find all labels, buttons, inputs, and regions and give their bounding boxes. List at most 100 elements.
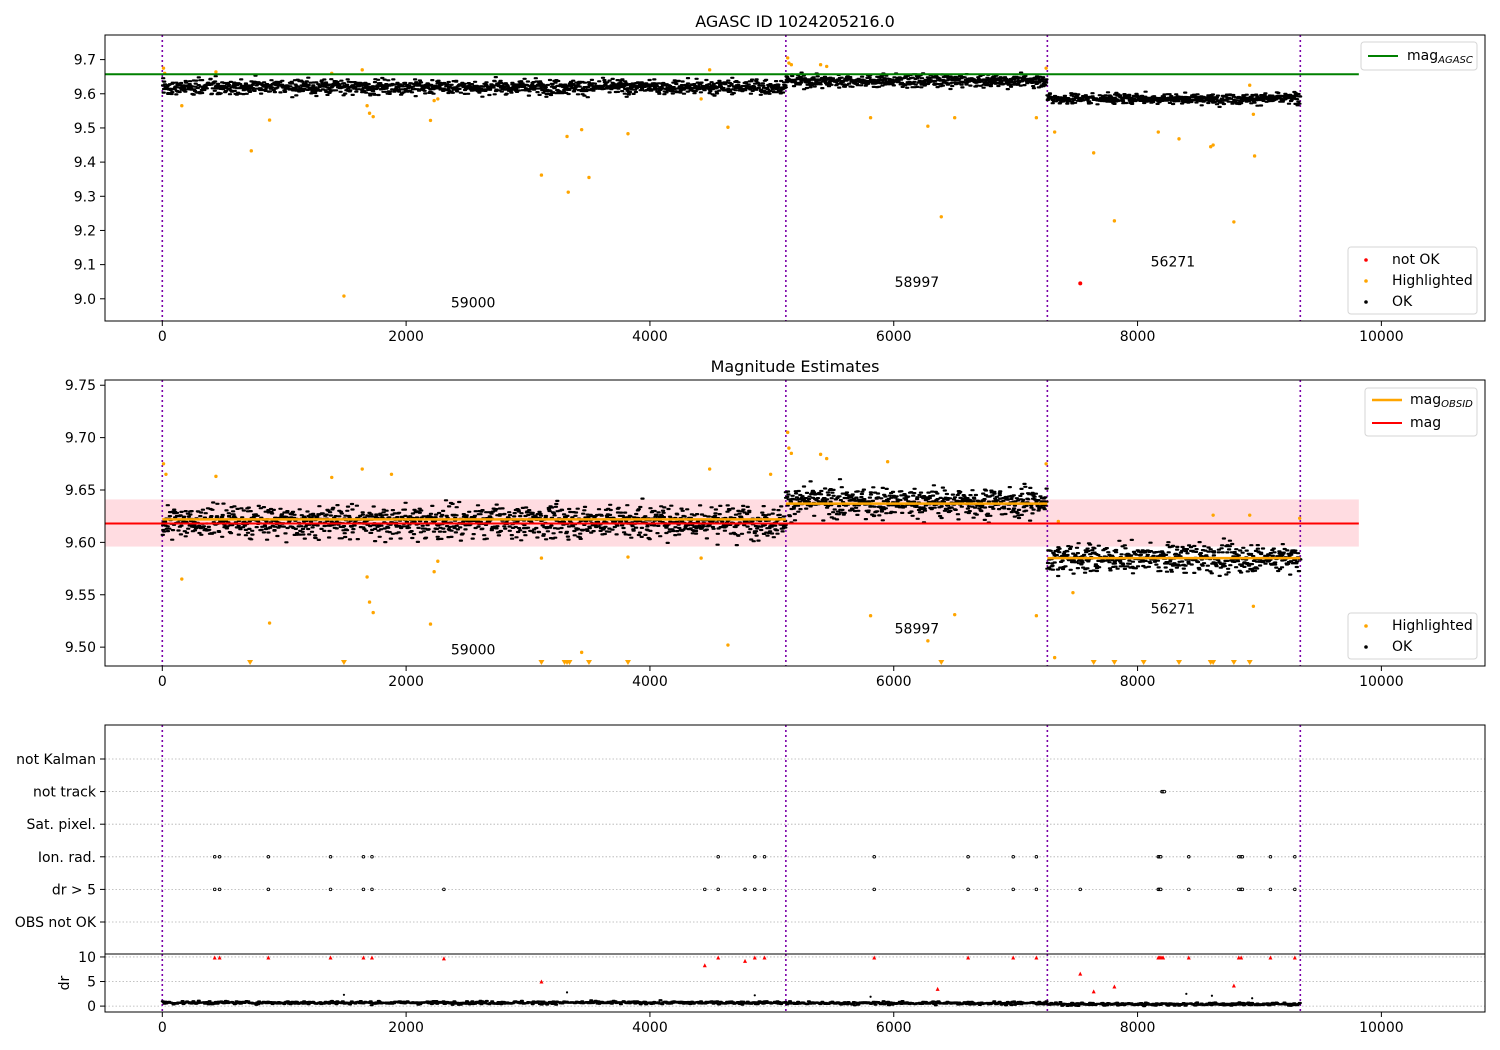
flag-point xyxy=(1162,789,1167,794)
y-tick-label: 9.4 xyxy=(74,155,96,171)
flag-point xyxy=(1268,887,1273,892)
flag-point xyxy=(966,855,970,859)
dr-red-marker xyxy=(441,956,446,961)
clipped-point-marker xyxy=(624,660,631,665)
x-tick-label: 0 xyxy=(158,674,167,690)
dr-red-marker xyxy=(702,963,707,968)
dr-red-marker xyxy=(1078,971,1083,976)
legend-ok-label: OK xyxy=(1392,294,1413,310)
y-tick-label: 10 xyxy=(78,950,96,966)
legend-notok-marker xyxy=(1364,258,1368,262)
x-tick-label: 6000 xyxy=(876,1020,912,1036)
flag-point xyxy=(716,887,720,892)
highlighted-point xyxy=(1251,112,1256,116)
dr-axis-label: dr xyxy=(57,975,73,990)
highlighted-point xyxy=(1044,66,1048,70)
clipped-point-marker xyxy=(566,660,573,665)
flag-point xyxy=(266,855,271,859)
highlighted-point xyxy=(267,621,272,625)
highlighted-point xyxy=(1252,154,1257,158)
dr-red-marker xyxy=(1034,955,1039,960)
flag-point xyxy=(753,855,757,859)
dr-panel-frame xyxy=(104,953,1486,1013)
top-panel-axes: 0 2000 4000 6000 8000 10000 9.0 9.1 9.2 9.3 9.4 9.5… xyxy=(74,53,1404,345)
obsid-label: 56271 xyxy=(1151,254,1196,270)
highlighted-point xyxy=(626,555,630,559)
middle-panel-axes: 0 2000 4000 6000 8000 10000 9.50 9.55 9.60 9.65 9.… xyxy=(65,378,1404,690)
y-tick-label: 9.6 xyxy=(74,87,96,103)
highlighted-point xyxy=(1052,655,1057,660)
flag-point xyxy=(1034,887,1039,892)
highlighted-point xyxy=(365,104,369,108)
flag-point xyxy=(212,887,217,892)
x-tick-label: 6000 xyxy=(876,674,912,690)
flag-point xyxy=(703,887,707,892)
legend-mid-ok-marker xyxy=(1364,645,1368,649)
flag-point xyxy=(1078,887,1083,892)
clipped-point-marker xyxy=(1210,660,1217,665)
highlighted-point xyxy=(1091,151,1096,155)
dr-red-marker xyxy=(328,955,333,960)
highlighted-point xyxy=(785,430,790,435)
clipped-point-marker xyxy=(340,660,347,665)
clipped-point-marker xyxy=(585,660,592,665)
highlighted-point xyxy=(428,622,433,626)
obsid-label: 56271 xyxy=(1151,602,1196,618)
y-tick-label: 9.60 xyxy=(65,535,96,551)
flag-category-label: not track xyxy=(33,785,97,801)
highlighted-point xyxy=(164,472,168,476)
highlighted-point xyxy=(565,134,569,139)
highlighted-point xyxy=(579,127,584,132)
highlighted-point xyxy=(389,472,394,476)
highlighted-point xyxy=(1297,516,1302,520)
highlighted-point xyxy=(868,614,873,618)
flag-point xyxy=(1011,855,1015,859)
middle-panel-frame xyxy=(104,379,1486,667)
top-panel: AGASC ID 1024205216.0 59000 58997 56271 0 2… xyxy=(74,12,1486,345)
highlighted-point xyxy=(785,56,790,60)
x-tick-label: 4000 xyxy=(632,1020,668,1036)
highlighted-point xyxy=(699,97,703,101)
flag-category-label: Sat. pixel. xyxy=(27,817,96,833)
dr-red-marker xyxy=(266,955,271,960)
clipped-point-marker xyxy=(1230,660,1237,665)
dr-point xyxy=(869,995,872,998)
obsid-label: 58997 xyxy=(895,622,940,638)
x-tick-label: 2000 xyxy=(388,674,424,690)
dr-red-marker xyxy=(872,955,877,960)
highlighted-point xyxy=(868,115,873,120)
dr-red-marker xyxy=(1239,955,1244,960)
x-tick-label: 4000 xyxy=(632,329,668,345)
highlighted-point xyxy=(626,132,630,136)
highlighted-point xyxy=(249,149,253,153)
highlighted-point xyxy=(952,612,957,617)
x-tick-label: 2000 xyxy=(388,329,424,345)
flag-category-label: Ion. rad. xyxy=(38,850,96,866)
flag-point xyxy=(1158,855,1163,859)
y-tick-label: 9.0 xyxy=(74,292,96,308)
clipped-point-marker xyxy=(1111,660,1118,665)
y-tick-label: 9.5 xyxy=(74,121,96,137)
legend-obsid-subscript: OBSID xyxy=(1441,399,1473,410)
obsid-label: 59000 xyxy=(451,295,496,311)
flag-point xyxy=(266,887,271,892)
highlighted-point xyxy=(360,467,364,471)
y-tick-label: 9.3 xyxy=(74,189,96,205)
legend-highlighted-marker xyxy=(1364,279,1368,283)
legend-mid-highlighted-label: Highlighted xyxy=(1392,618,1473,634)
dr-red-marker xyxy=(1091,989,1096,994)
flag-point xyxy=(1187,887,1191,892)
clipped-point-marker xyxy=(1140,660,1147,665)
middle-panel: Magnitude Estimates 59000 58997 56271 0 200… xyxy=(65,357,1486,690)
flag-point xyxy=(1293,855,1297,859)
flag-category-label: OBS not OK xyxy=(15,915,97,931)
ok-points xyxy=(160,478,1303,578)
highlighted-point xyxy=(1034,115,1039,120)
highlighted-point xyxy=(787,61,791,65)
flag-point xyxy=(361,855,366,859)
dr-red-marker xyxy=(762,955,767,960)
dr-red-marker xyxy=(1268,955,1273,960)
dr-red-marker xyxy=(212,955,217,960)
dr-red-marker xyxy=(716,955,721,960)
